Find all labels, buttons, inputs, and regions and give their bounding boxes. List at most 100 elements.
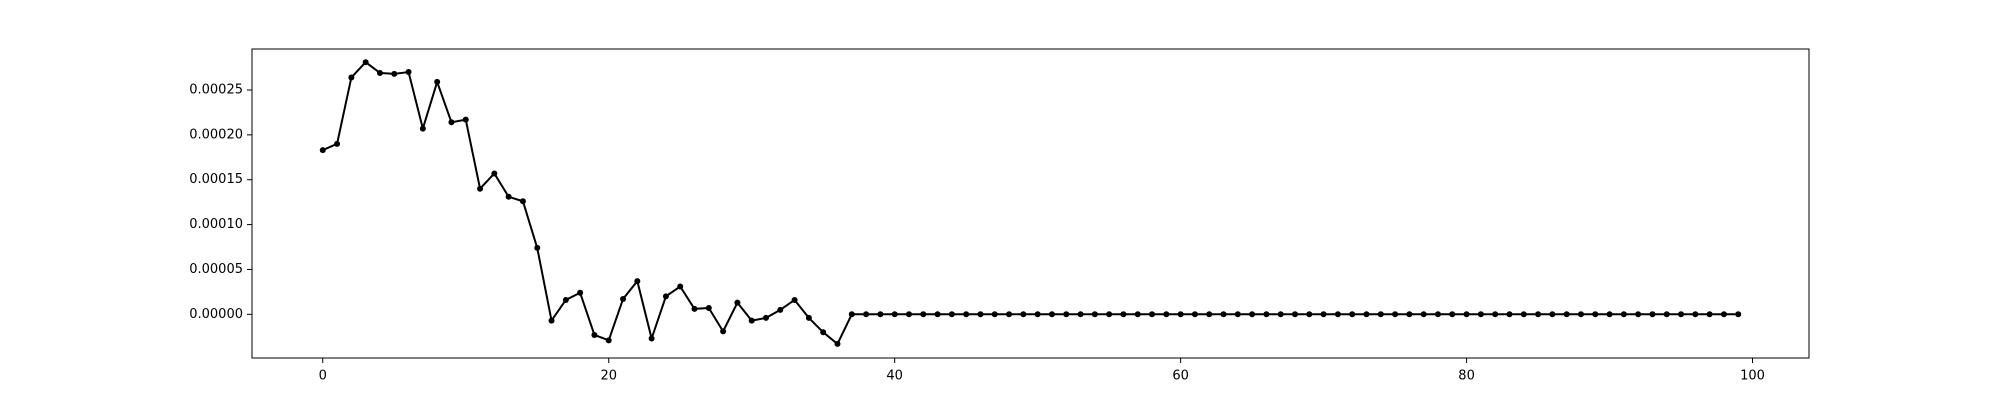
data-point [491, 170, 498, 177]
data-point [1735, 311, 1742, 318]
data-point [691, 305, 698, 312]
data-point [1449, 311, 1456, 318]
data-point [448, 119, 455, 126]
data-line [322, 61, 1739, 345]
data-point [348, 74, 355, 81]
data-point [1377, 311, 1384, 318]
data-point [577, 289, 584, 296]
data-point [1277, 311, 1284, 318]
data-point [1592, 311, 1599, 318]
data-point [1535, 311, 1542, 318]
data-point [1163, 311, 1170, 318]
data-point [1006, 311, 1013, 318]
data-point [1149, 311, 1156, 318]
data-point [1392, 311, 1399, 318]
data-point [1492, 311, 1499, 318]
data-point [1020, 311, 1027, 318]
data-point [834, 340, 841, 347]
y-tick-label: 0.00010 [189, 217, 243, 232]
data-point [1406, 311, 1413, 318]
data-point [720, 328, 727, 335]
data-point [991, 311, 998, 318]
data-point [434, 78, 441, 85]
data-point [1620, 311, 1627, 318]
data-point [477, 185, 484, 192]
data-point [548, 317, 555, 324]
data-point [1048, 311, 1055, 318]
data-point [1106, 311, 1113, 318]
data-point [376, 69, 383, 76]
x-tick-label: 0 [319, 369, 327, 384]
data-point [662, 293, 669, 300]
data-point [1034, 311, 1041, 318]
y-tick-label: 0.00005 [189, 262, 243, 277]
data-point [820, 329, 827, 336]
x-tick-label: 60 [1172, 369, 1189, 384]
data-point [1077, 311, 1084, 318]
data-point [1692, 311, 1699, 318]
data-point [1706, 311, 1713, 318]
data-point [620, 296, 627, 303]
x-tick-label: 100 [1740, 369, 1765, 384]
x-tick-label: 20 [600, 369, 617, 384]
data-point [677, 283, 684, 290]
data-point [1334, 311, 1341, 318]
data-point [1506, 311, 1513, 318]
data-point [1563, 311, 1570, 318]
data-point [863, 311, 870, 318]
data-point [319, 147, 326, 154]
data-point [334, 140, 341, 147]
data-point [1606, 311, 1613, 318]
data-point [391, 70, 398, 77]
data-point [705, 305, 712, 312]
data-point [748, 317, 755, 324]
plot-frame [251, 48, 1810, 359]
data-point [519, 198, 526, 205]
data-point [505, 193, 512, 200]
data-point [1363, 311, 1370, 318]
data-point [605, 337, 612, 344]
data-point [1720, 311, 1727, 318]
data-point [405, 69, 412, 76]
data-point [1306, 311, 1313, 318]
data-point [1477, 311, 1484, 318]
data-point [877, 311, 884, 318]
data-point [891, 311, 898, 318]
data-point [1249, 311, 1256, 318]
data-point [362, 59, 369, 66]
data-point [462, 116, 469, 123]
data-point [591, 331, 598, 338]
data-point [1191, 311, 1198, 318]
data-point [920, 311, 927, 318]
x-tick-label: 40 [886, 369, 903, 384]
data-point [1292, 311, 1299, 318]
data-point [1234, 311, 1241, 318]
data-point [1349, 311, 1356, 318]
data-point [1678, 311, 1685, 318]
data-point [1120, 311, 1127, 318]
data-point [963, 311, 970, 318]
data-point [805, 314, 812, 321]
data-point [1434, 311, 1441, 318]
data-point [948, 311, 955, 318]
data-point [1063, 311, 1070, 318]
data-point [1134, 311, 1141, 318]
data-point [1177, 311, 1184, 318]
data-point [562, 296, 569, 303]
x-tick-label: 80 [1458, 369, 1475, 384]
data-point [1649, 311, 1656, 318]
data-point [1463, 311, 1470, 318]
data-point [1263, 311, 1270, 318]
data-point [534, 244, 541, 251]
data-point [1663, 311, 1670, 318]
data-point [777, 306, 784, 313]
y-tick-label: 0.00025 [189, 83, 243, 98]
data-point [1206, 311, 1213, 318]
data-point [734, 299, 741, 306]
data-point [1220, 311, 1227, 318]
data-point [1577, 311, 1584, 318]
data-point [905, 311, 912, 318]
data-point [1635, 311, 1642, 318]
